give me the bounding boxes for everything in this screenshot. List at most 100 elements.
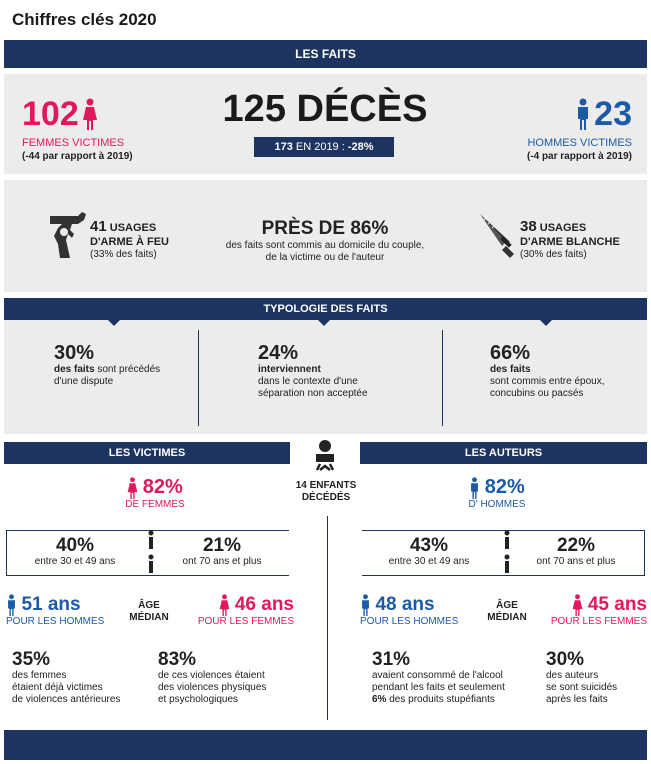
victimes-stat2-l3: et psychologiques	[158, 694, 239, 705]
auteurs-median-f-label: POUR LES FEMMES	[550, 616, 647, 627]
auteurs-median-h-label: POUR LES HOMMES	[360, 616, 459, 627]
deces-badge-num: 173	[274, 141, 293, 153]
auteurs-pct-block: 82% D' HOMMES	[442, 476, 552, 510]
typologie-bold-2: interviennent	[258, 364, 321, 375]
auteurs-pct: 82%	[484, 476, 525, 498]
auteurs-median-word2: MÉDIAN	[487, 612, 527, 623]
footer-bar	[4, 730, 647, 760]
baby-icon	[312, 440, 338, 474]
victimes-median-word2: MÉDIAN	[129, 612, 169, 623]
page-title: Chiffres clés 2020	[12, 10, 157, 29]
victimes-pct-label: DE FEMMES	[125, 499, 185, 510]
enfants-line1: 14 ENFANTS	[295, 480, 357, 491]
auteurs-stat1-l1: avaient consommé de l'alcool	[372, 670, 503, 681]
man-icon	[576, 98, 590, 130]
auteurs-stat2-l3: après les faits	[546, 694, 608, 705]
domicile: PRÈS DE 86% des faits sont commis au dom…	[200, 218, 450, 264]
hommes-victimes-number: 23	[594, 95, 632, 133]
victimes-median-f-value: 46 ans	[234, 594, 294, 615]
enfants-decedes: 14 ENFANTS DÉCÉDÉS	[288, 480, 364, 504]
person-icon	[146, 530, 156, 576]
typologie-pct-1: 30%	[54, 342, 95, 364]
victimes-age2-pct: 21%	[202, 535, 242, 556]
arme-feu-word: USAGES	[106, 222, 157, 234]
victimes-header: LES VICTIMES	[4, 442, 290, 464]
typologie-item-1: 30% des faits sont précédés d'une disput…	[54, 342, 160, 388]
auteurs-stat1-l3: des produits stupéfiants	[386, 694, 495, 705]
auteurs-age2: 22% ont 70 ans et plus	[516, 536, 636, 568]
center-divider	[327, 516, 328, 720]
hommes-victimes-sub: (-4 par rapport à 2019)	[526, 151, 632, 162]
auteurs-stat1: 31% avaient consommé de l'alcool pendant…	[372, 650, 505, 706]
victimes-age-box	[6, 530, 289, 576]
deces-badge-mid: EN 2019 :	[292, 141, 348, 153]
arme-feu-type: D'ARME À FEU	[90, 236, 170, 248]
domicile-line1: des faits sont commis au domicile du cou…	[225, 240, 425, 251]
typologie-pct-2: 24%	[258, 342, 299, 364]
victimes-stat2-l2: des violences physiques	[158, 682, 267, 693]
auteurs-pct-label: D' HOMMES	[468, 499, 526, 510]
domicile-title: PRÈS DE 86%	[261, 218, 389, 239]
arme-blanche-pct: (30% des faits)	[520, 249, 587, 260]
enfants-line2: DÉCÉDÉS	[301, 492, 351, 503]
femmes-victimes-sub: (-44 par rapport à 2019)	[22, 151, 133, 162]
auteurs-age1: 43% entre 30 et 49 ans	[364, 536, 494, 568]
typologie-line2-2: dans le contexte d'une	[258, 376, 358, 387]
typologie-bold-1: des faits	[54, 364, 95, 375]
victimes-age2: 21% ont 70 ans et plus	[162, 536, 282, 568]
typologie-pointer-3	[540, 320, 552, 326]
woman-icon	[572, 594, 583, 616]
typologie-line3-2: séparation non acceptée	[258, 388, 368, 399]
victimes-median-word1: ÂGE	[138, 600, 160, 611]
victimes-age2-label: ont 70 ans et plus	[182, 556, 262, 567]
typologie-line3-3: concubins ou pacsés	[490, 388, 584, 399]
auteurs-median-h-value: 48 ans	[375, 594, 435, 615]
auteurs-stat1-pct: 31%	[372, 649, 411, 670]
victimes-pct: 82%	[142, 476, 183, 498]
auteurs-median-f-value: 45 ans	[587, 594, 647, 615]
auteurs-age1-label: entre 30 et 49 ans	[388, 556, 470, 567]
domicile-line2: de la victime ou de l'auteur	[265, 252, 385, 263]
person-icon	[502, 530, 512, 576]
femmes-victimes-number: 102	[22, 95, 79, 133]
victimes-age1: 40% entre 30 et 49 ans	[10, 536, 140, 568]
victimes-stat1-pct: 35%	[12, 649, 51, 670]
victimes-stat1-l1: des femmes	[12, 670, 67, 681]
typologie-line2-3: sont commis entre époux,	[490, 376, 605, 387]
man-icon	[360, 594, 371, 616]
typologie-divider-2	[442, 330, 443, 426]
typologie-item-3: 66% des faits sont commis entre époux, c…	[490, 342, 605, 400]
victimes-stat1: 35% des femmes étaient déjà victimes de …	[12, 650, 120, 706]
auteurs-median-f: 45 ans POUR LES FEMMES	[547, 594, 647, 627]
typologie-pointer-1	[108, 320, 120, 326]
arme-feu-num: 41	[90, 218, 107, 235]
victimes-pct-block: 82% DE FEMMES	[100, 476, 210, 510]
auteurs-stat2-pct: 30%	[546, 649, 585, 670]
typologie-pct-3: 66%	[490, 342, 531, 364]
auteurs-age-box	[362, 530, 645, 576]
typologie-pointer-2	[318, 320, 330, 326]
typologie-bold-3: des faits	[490, 364, 531, 375]
gun-icon	[48, 210, 88, 260]
typologie-line2-1: d'une dispute	[54, 376, 114, 387]
faits-panel	[4, 74, 647, 174]
victimes-median-h-value: 51 ans	[21, 594, 81, 615]
victimes-stat2: 83% de ces violences étaient des violenc…	[158, 650, 266, 706]
victimes-age1-pct: 40%	[55, 535, 95, 556]
deces-main: 125 DÉCÈS	[222, 88, 428, 130]
hommes-victimes: 23	[520, 96, 632, 132]
hommes-victimes-label: HOMMES VICTIMES	[527, 137, 632, 149]
auteurs-stat2-l1: des auteurs	[546, 670, 599, 681]
deces-badge-pct: -28%	[347, 141, 374, 153]
arme-feu: 41 USAGES D'ARME À FEU (33% des faits)	[90, 218, 170, 261]
woman-icon	[83, 98, 98, 130]
auteurs-median-word1: ÂGE	[496, 600, 518, 611]
man-icon	[469, 476, 480, 499]
victimes-median-h-label: POUR LES HOMMES	[6, 616, 105, 627]
auteurs-age2-label: ont 70 ans et plus	[536, 556, 616, 567]
typologie-item-2: 24% interviennent dans le contexte d'une…	[258, 342, 368, 400]
victimes-median-f-label: POUR LES FEMMES	[197, 616, 294, 627]
femmes-victimes: 102	[22, 95, 98, 133]
auteurs-stat2: 30% des auteurs se sont suicidés après l…	[546, 650, 617, 706]
typologie-divider-1	[198, 330, 199, 426]
